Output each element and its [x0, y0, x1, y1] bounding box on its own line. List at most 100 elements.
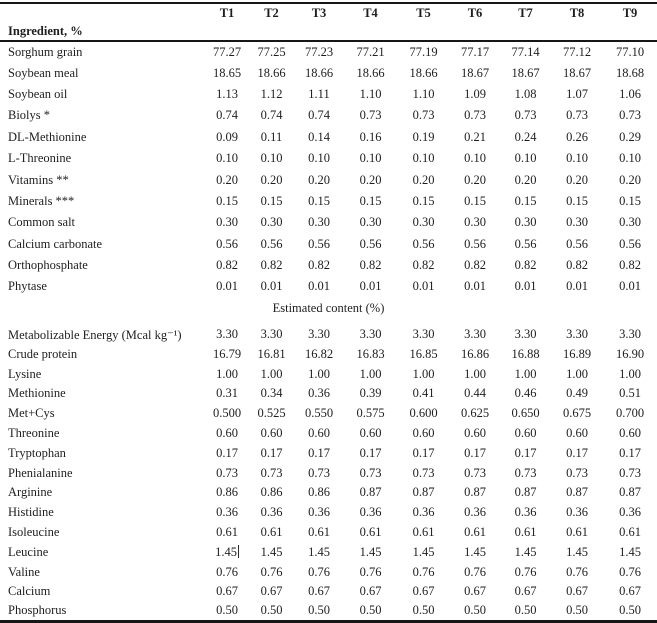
value-cell: 0.56	[566, 236, 588, 251]
value-cell: 0.24	[514, 129, 537, 144]
value-cell: 77.21	[356, 44, 385, 59]
value-cell: 0.10	[359, 151, 382, 166]
value-cell: 0.10	[216, 151, 238, 166]
value-cell: 0.61	[308, 525, 330, 540]
value-cell: 0.61	[619, 525, 641, 540]
value-cell: 1.45	[619, 544, 641, 559]
value-cell: 0.76	[619, 564, 641, 579]
value-cell: 0.10	[260, 151, 283, 166]
row-label: Crude protein	[8, 346, 78, 361]
value-cell: 3.30	[412, 327, 435, 342]
value-cell: 0.36	[514, 505, 537, 520]
value-cell: 0.20	[260, 172, 283, 187]
table-row: DL-Methionine 0.09 0.11 0.14 0.16 0.19 0.21 0.2…	[0, 127, 657, 148]
value-cell: 18.68	[615, 65, 645, 80]
spacer-row	[0, 316, 657, 325]
value-cell: 0.60	[566, 426, 588, 441]
value-cell: 0.15	[412, 193, 435, 208]
table-row: Isoleucine 0.61 0.61 0.61 0.61 0.61 0.61 0.61 0.…	[0, 523, 657, 543]
text-cursor	[237, 544, 239, 558]
value-cell: 0.61	[464, 525, 486, 540]
spacer-cell	[0, 316, 657, 325]
value-cell: 0.74	[308, 108, 330, 123]
value-cell: 0.50	[412, 603, 435, 618]
table-row: Met+Cys 0.500 0.525 0.550 0.575 0.600 0.625 0.6…	[0, 404, 657, 424]
value-cell: 0.73	[359, 108, 382, 123]
value-cell: 0.17	[216, 445, 238, 460]
value-cell: 1.00	[514, 366, 537, 381]
value-cell: 77.19	[409, 44, 438, 59]
value-cell: 0.01	[359, 279, 382, 294]
column-header-t7: T7	[518, 6, 533, 20]
value-cell: 0.60	[359, 426, 382, 441]
column-header-t9: T9	[622, 6, 638, 20]
value-cell: 1.45	[514, 544, 537, 559]
value-cell: 0.73	[412, 465, 435, 480]
row-label: Metabolizable Energy (Mcal kg⁻¹)	[8, 327, 182, 342]
value-cell: 0.39	[359, 386, 382, 401]
table-row: L-Threonine 0.10 0.10 0.10 0.10 0.10 0.10 0.10 0…	[0, 148, 657, 169]
value-cell: 0.675	[562, 406, 592, 421]
value-cell: 0.17	[514, 445, 537, 460]
row-label: Phenialanine	[8, 465, 73, 480]
value-cell: 0.82	[308, 258, 330, 273]
table-row: Orthophosphate 0.82 0.82 0.82 0.82 0.82 0.82 0.…	[0, 255, 657, 276]
value-cell: 0.31	[216, 386, 238, 401]
value-cell: 0.625	[460, 406, 490, 421]
table-row: Phosphorus 0.50 0.50 0.50 0.50 0.50 0.50 0.50 0.…	[0, 602, 657, 622]
value-cell: 0.600	[409, 406, 438, 421]
row-label: Threonine	[8, 426, 60, 441]
value-cell: 0.30	[359, 215, 382, 230]
value-cell: 77.27	[212, 44, 242, 59]
value-cell: 18.65	[212, 65, 242, 80]
row-label: Soybean oil	[8, 86, 68, 101]
value-cell: 0.20	[619, 172, 641, 187]
row-label: Met+Cys	[8, 406, 55, 421]
row-label: Phosphorus	[8, 603, 67, 618]
value-cell: 0.01	[260, 279, 283, 294]
table-row: Arginine 0.86 0.86 0.86 0.87 0.87 0.87 0.87 0.87…	[0, 483, 657, 503]
value-cell: 0.10	[412, 151, 435, 166]
value-cell: 0.16	[359, 129, 382, 144]
value-cell: 16.88	[511, 346, 540, 361]
value-cell: 1.00	[216, 366, 238, 381]
value-cell: 0.67	[566, 584, 588, 599]
value-cell: 1.45	[215, 544, 239, 559]
value-cell: 0.30	[412, 215, 435, 230]
table-row: Soybean meal 18.65 18.66 18.66 18.66 18.66 18.…	[0, 62, 657, 83]
value-cell: 1.09	[464, 86, 486, 101]
value-cell: 0.67	[464, 584, 486, 599]
table-row: Sorghum grain 77.27 77.25 77.23 77.21 77.19 77…	[0, 41, 657, 62]
value-cell: 1.13	[216, 86, 238, 101]
value-cell: 1.10	[359, 86, 382, 101]
value-cell: 0.61	[514, 525, 537, 540]
value-cell: 0.20	[216, 172, 238, 187]
value-cell: 0.19	[412, 129, 435, 144]
value-cell: 0.525	[257, 406, 286, 421]
value-cell: 0.30	[566, 215, 588, 230]
value-cell: 0.51	[619, 386, 641, 401]
value-cell: 0.56	[619, 236, 641, 251]
value-cell: 0.30	[464, 215, 486, 230]
value-cell: 0.10	[464, 151, 486, 166]
value-cell: 0.86	[216, 485, 238, 500]
value-cell: 0.15	[464, 193, 486, 208]
value-cell: 16.85	[409, 346, 438, 361]
value-cell: 0.82	[566, 258, 588, 273]
value-cell: 0.56	[464, 236, 486, 251]
value-cell: 0.01	[619, 279, 641, 294]
table-row: Lysine 1.00 1.00 1.00 1.00 1.00 1.00 1.00 1.00 1.…	[0, 364, 657, 384]
value-cell: 0.50	[464, 603, 486, 618]
value-cell: 0.73	[412, 108, 435, 123]
value-cell: 0.60	[260, 426, 283, 441]
value-cell: 0.17	[412, 445, 435, 460]
value-cell: 0.20	[412, 172, 435, 187]
value-cell: 0.82	[216, 258, 238, 273]
row-label: Lysine	[8, 366, 42, 381]
row-label: L-Threonine	[8, 151, 72, 166]
value-cell: 0.36	[619, 505, 641, 520]
row-label: Calcium carbonate	[8, 236, 103, 251]
column-header-row: T1 T2 T3 T4 T5 T6 T7 T8 T9	[0, 3, 657, 23]
value-cell: 0.46	[514, 386, 537, 401]
